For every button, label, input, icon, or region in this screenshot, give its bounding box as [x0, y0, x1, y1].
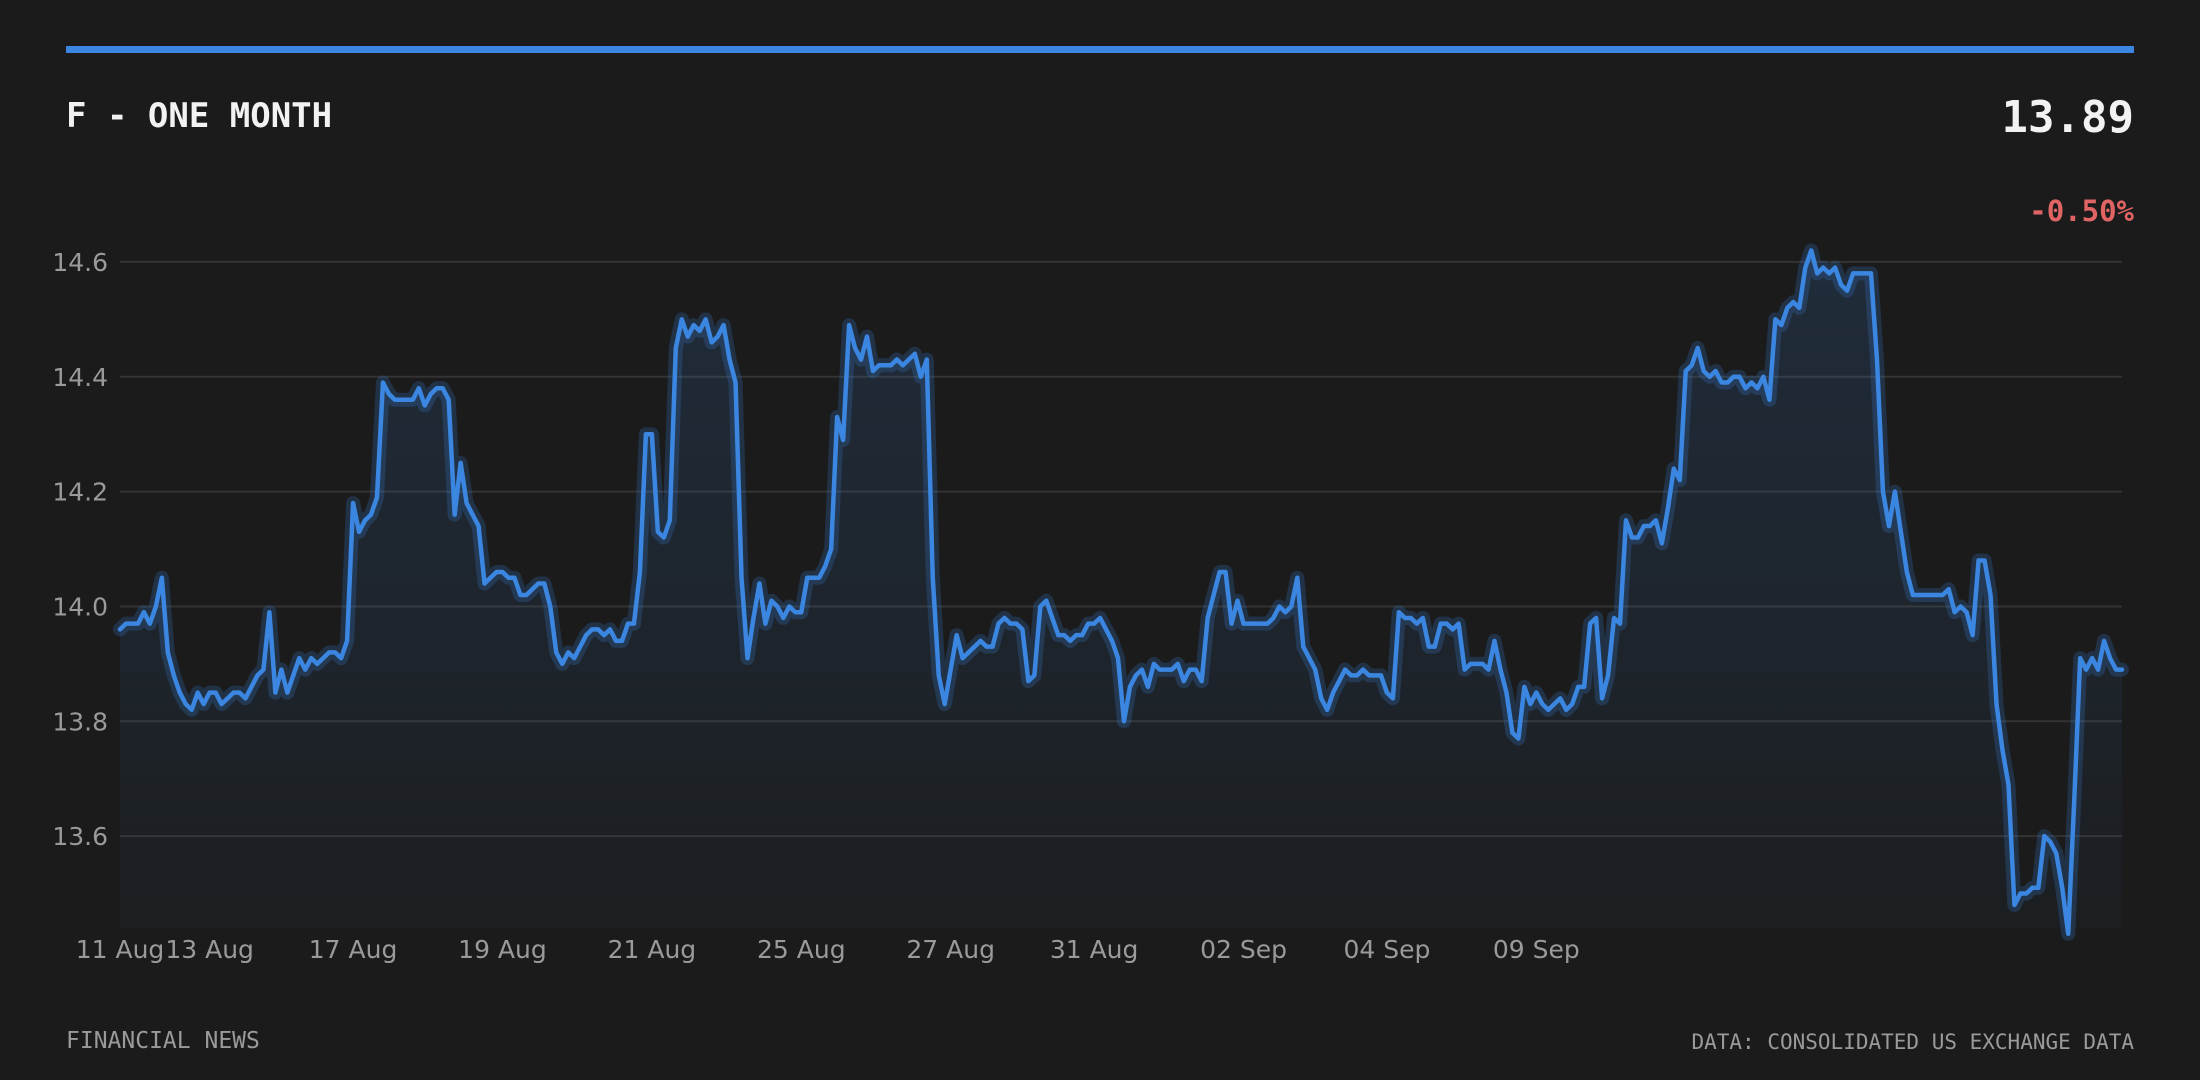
- y-tick-label: 14.4: [52, 363, 108, 392]
- x-tick-label: 31 Aug: [1050, 935, 1139, 964]
- price-line: [117, 248, 2125, 936]
- x-tick-label: 19 Aug: [458, 935, 547, 964]
- x-axis-labels: 11 Aug 13 Aug 17 Aug 19 Aug 21 Aug 25 Aug 27 A…: [76, 935, 1580, 964]
- x-tick-label: 27 Aug: [906, 935, 995, 964]
- last-price: 13.89: [2001, 92, 2134, 143]
- x-tick-label: 02 Sep: [1200, 935, 1287, 964]
- x-tick-label: 13 Aug: [165, 935, 254, 964]
- footer-publisher: FINANCIAL NEWS: [66, 1028, 260, 1054]
- x-tick-label: 04 Sep: [1343, 935, 1430, 964]
- price-area: [120, 250, 2122, 934]
- x-tick-label: 17 Aug: [309, 935, 398, 964]
- y-axis-labels: 13.6 13.8 14.0 14.2 14.4 14.6: [52, 248, 108, 851]
- footer-data-source: DATA: CONSOLIDATED US EXCHANGE DATA: [1691, 1030, 2134, 1054]
- y-tick-label: 13.8: [52, 707, 108, 736]
- y-tick-label: 13.6: [52, 822, 108, 851]
- price-change: -0.50%: [2029, 194, 2134, 228]
- x-tick-label: 21 Aug: [608, 935, 697, 964]
- x-tick-label: 11 Aug: [76, 935, 165, 964]
- y-tick-label: 14.2: [52, 478, 108, 507]
- accent-bar: [66, 46, 2134, 53]
- chart-title: F - ONE MONTH: [66, 96, 333, 136]
- x-tick-label: 25 Aug: [757, 935, 846, 964]
- y-tick-label: 14.6: [52, 248, 108, 277]
- y-tick-label: 14.0: [52, 592, 108, 621]
- x-tick-label: 09 Sep: [1493, 935, 1580, 964]
